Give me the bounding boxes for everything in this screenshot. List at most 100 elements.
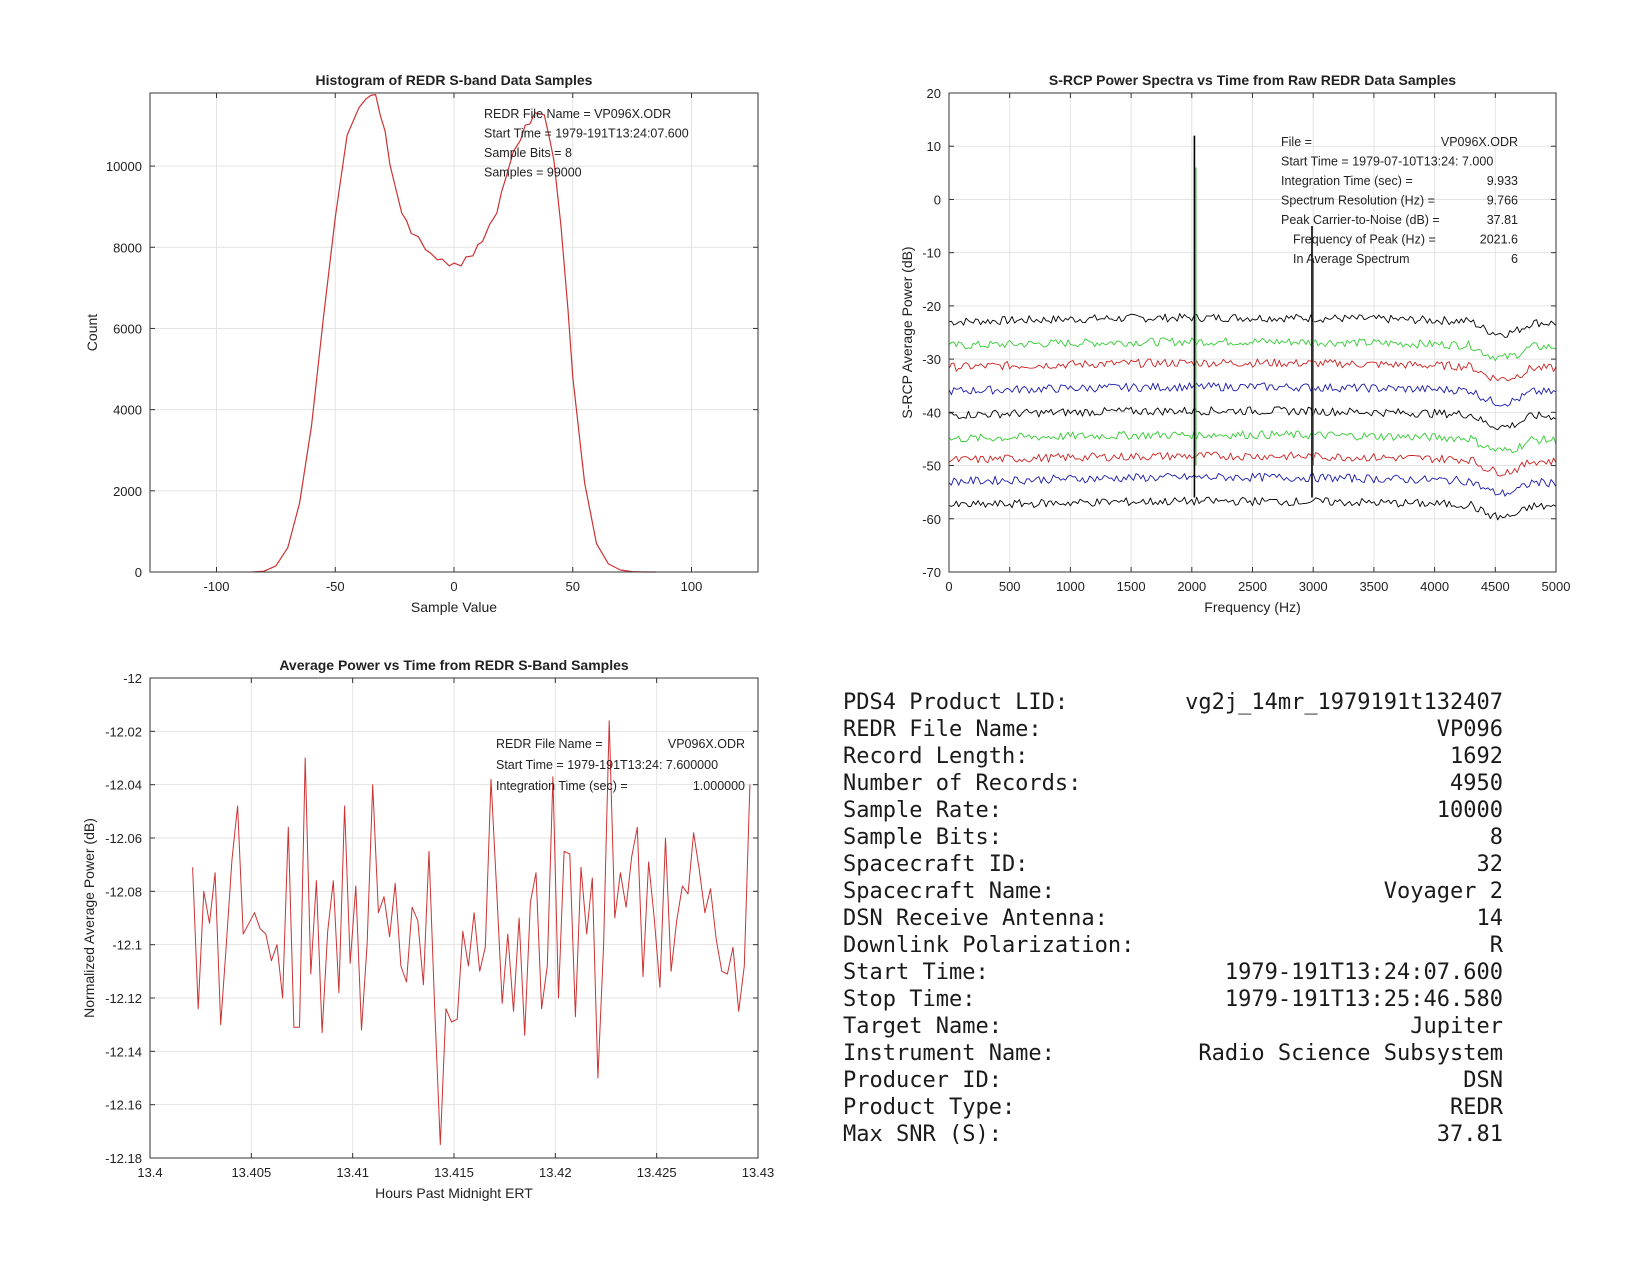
- annotation-value: 9.766: [1487, 194, 1518, 208]
- annotation-value: 6: [1511, 252, 1518, 266]
- annotation-label: Start Time = 1979-07-10T13:24: 7.000: [1281, 155, 1493, 169]
- info-value: 37.81: [1436, 1122, 1503, 1147]
- info-value: 4950: [1450, 771, 1503, 796]
- spectrum-series: [948, 313, 1557, 338]
- info-value: Radio Science Subsystem: [1198, 1041, 1503, 1066]
- info-value: REDR: [1450, 1095, 1503, 1120]
- info-label: Start Time:: [843, 960, 989, 985]
- x-axis-label: Hours Past Midnight ERT: [375, 1185, 533, 1201]
- histogram-chart: -100 -50 0 50 100 0 2000 4000 6000 8000 10000 Histo…: [84, 72, 759, 615]
- y-tick-label: -12.18: [105, 1151, 142, 1166]
- annotation-value: VP096X.ODR: [668, 737, 745, 751]
- info-value: Jupiter: [1410, 1014, 1503, 1039]
- power-chart: 13.4 13.405 13.41 13.415 13.42 13.425 13.43 -12…: [81, 657, 774, 1201]
- axes-border: [149, 677, 759, 1159]
- annotation-label: Frequency of Peak (Hz) =: [1293, 233, 1436, 247]
- info-row: Max SNR (S): 37.81: [843, 1121, 1503, 1148]
- x-axis-label: Sample Value: [411, 599, 497, 615]
- info-label: Downlink Polarization:: [843, 933, 1135, 958]
- info-row: Stop Time: 1979-191T13:25:46.580: [843, 986, 1503, 1013]
- y-tick-label: 4000: [113, 403, 142, 418]
- info-label: DSN Receive Antenna:: [843, 906, 1108, 931]
- y-tick-label: -12.08: [105, 884, 142, 899]
- x-tick-label: 13.4: [137, 1165, 162, 1180]
- info-label: Max SNR (S):: [843, 1122, 1002, 1147]
- y-tick-label: -70: [922, 565, 941, 580]
- info-value: 1692: [1450, 744, 1503, 769]
- info-value: R: [1489, 933, 1503, 958]
- x-tick-label: 3000: [1299, 579, 1328, 594]
- info-label: Stop Time:: [843, 987, 976, 1012]
- spectra-chart: 0 500 1000 1500 2000 2500 3000 3500 4000 4500 5000…: [899, 72, 1570, 615]
- x-tick-label: 0: [450, 579, 457, 594]
- y-tick-label: 0: [135, 565, 142, 580]
- histogram-line: [252, 93, 656, 573]
- info-label: Spacecraft Name:: [843, 879, 1055, 904]
- x-tick-label: -50: [326, 579, 345, 594]
- x-tick-label: 13.415: [434, 1165, 474, 1180]
- annotation-value: 9.933: [1487, 174, 1518, 188]
- info-label: Spacecraft ID:: [843, 852, 1029, 877]
- info-row: DSN Receive Antenna: 14: [843, 905, 1503, 932]
- y-tick-label: 8000: [113, 240, 142, 255]
- info-label: REDR File Name:: [843, 717, 1042, 742]
- info-value: vg2j_14mr_1979191t132407: [1185, 690, 1503, 715]
- info-label: Number of Records:: [843, 771, 1082, 796]
- x-tick-label: 3500: [1359, 579, 1388, 594]
- info-value: 32: [1476, 852, 1504, 877]
- x-tick-label: 100: [681, 579, 703, 594]
- x-tick-label: 13.425: [637, 1165, 677, 1180]
- annotation-value: 2021.6: [1480, 233, 1518, 247]
- chart-title: Histogram of REDR S-band Data Samples: [316, 72, 593, 88]
- power-line: [192, 720, 751, 1146]
- y-tick-label: -20: [922, 299, 941, 314]
- y-tick-label: 10000: [106, 159, 142, 174]
- x-axis-label: Frequency (Hz): [1204, 599, 1300, 615]
- x-tick-label: 50: [566, 579, 580, 594]
- info-label: Record Length:: [843, 744, 1029, 769]
- chart-title: Average Power vs Time from REDR S-Band S…: [279, 657, 629, 673]
- info-row: Target Name: Jupiter: [843, 1013, 1503, 1040]
- axes-border: [149, 92, 759, 573]
- y-tick-label: 20: [927, 86, 941, 101]
- x-tick-label: 13.405: [231, 1165, 271, 1180]
- info-row: Number of Records: 4950: [843, 770, 1503, 797]
- spectrum-series: [948, 406, 1557, 431]
- y-tick-label: -30: [922, 352, 941, 367]
- info-row: Sample Rate: 10000: [843, 797, 1503, 824]
- x-tick-label: 4000: [1420, 579, 1449, 594]
- annotation-label: Integration Time (sec) =: [496, 779, 628, 793]
- x-tick-label: 2500: [1238, 579, 1267, 594]
- info-row: Start Time: 1979-191T13:24:07.600: [843, 959, 1503, 986]
- info-value: 1979-191T13:25:46.580: [1224, 987, 1503, 1012]
- info-label: Instrument Name:: [843, 1041, 1055, 1066]
- annotation-text: Start Time = 1979-191T13:24:07.600: [484, 127, 689, 141]
- x-tick-label: 500: [999, 579, 1021, 594]
- info-row: Producer ID: DSN: [843, 1067, 1503, 1094]
- axes-border: [948, 92, 1557, 573]
- annotation-value: 37.81: [1487, 213, 1518, 227]
- y-axis-label: Count: [84, 314, 100, 351]
- info-row: PDS4 Product LID: vg2j_14mr_1979191t13240…: [843, 689, 1503, 716]
- info-value: 1979-191T13:24:07.600: [1224, 960, 1503, 985]
- info-value: 8: [1489, 825, 1503, 850]
- x-tick-label: 1500: [1117, 579, 1146, 594]
- annotation-label: Start Time = 1979-191T13:24: 7.600000: [496, 758, 718, 772]
- y-tick-label: -12.12: [105, 991, 142, 1006]
- info-row: Record Length: 1692: [843, 743, 1503, 770]
- x-tick-label: 13.43: [742, 1165, 775, 1180]
- x-tick-label: 1000: [1056, 579, 1085, 594]
- spectrum-series: [948, 337, 1557, 362]
- annotation-value: 1.000000: [693, 779, 745, 793]
- annotation-label: Peak Carrier-to-Noise (dB) =: [1281, 213, 1440, 227]
- y-tick-label: 0: [934, 192, 941, 207]
- y-tick-label: -60: [922, 512, 941, 527]
- x-tick-label: 0: [945, 579, 952, 594]
- x-tick-label: 5000: [1542, 579, 1571, 594]
- info-value: 10000: [1436, 798, 1503, 823]
- spectrum-series: [948, 472, 1557, 497]
- x-tick-label: 13.41: [336, 1165, 369, 1180]
- y-tick-label: -12: [123, 671, 142, 686]
- spectrum-series: [948, 382, 1557, 407]
